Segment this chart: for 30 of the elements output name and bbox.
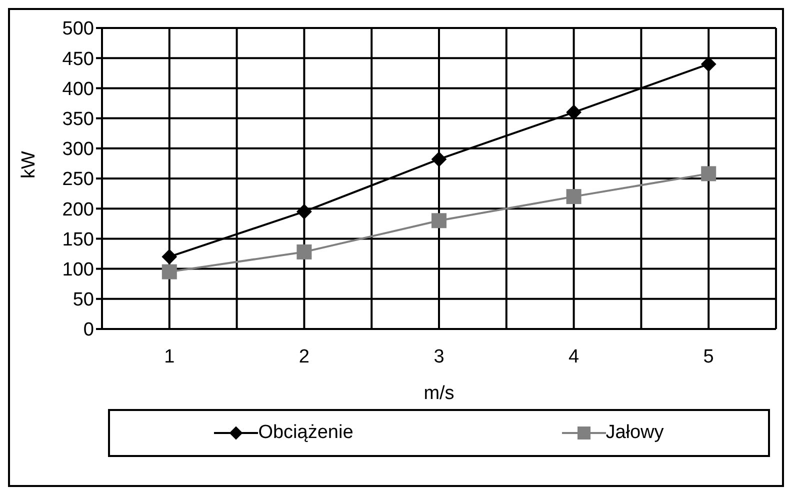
x-axis-title: m/s: [424, 383, 454, 404]
y-tick-label: 200: [62, 199, 94, 220]
y-axis-title: kW: [18, 151, 40, 178]
x-tick-label: 4: [568, 346, 580, 368]
point: [432, 213, 446, 228]
y-tick-label: 0: [83, 320, 94, 341]
x-tick-label: 2: [298, 346, 310, 368]
y-tick-label: 400: [62, 78, 94, 100]
y-tick-label: 250: [62, 169, 94, 190]
point: [162, 264, 177, 280]
legend-label: Obciążenie: [258, 422, 354, 444]
y-tick-label: 300: [62, 139, 94, 160]
x-tick-label: 5: [703, 346, 714, 368]
point: [432, 152, 446, 167]
y-tick-label: 100: [62, 260, 94, 281]
point: [566, 104, 582, 120]
point: [162, 249, 177, 264]
y-tick-label: 150: [62, 229, 94, 250]
x-tick-label: 1: [164, 346, 175, 368]
legend-label: Jałowy: [606, 422, 664, 444]
point: [566, 189, 582, 204]
point: [701, 56, 716, 72]
y-tick-label: 350: [62, 109, 94, 130]
y-tick-label: 450: [62, 48, 94, 70]
y-tick-label: 50: [72, 290, 94, 311]
point: [296, 204, 312, 220]
point: [701, 166, 716, 182]
y-tick-label: 500: [62, 18, 94, 40]
x-tick-label: 3: [434, 346, 444, 368]
point: [296, 244, 312, 260]
